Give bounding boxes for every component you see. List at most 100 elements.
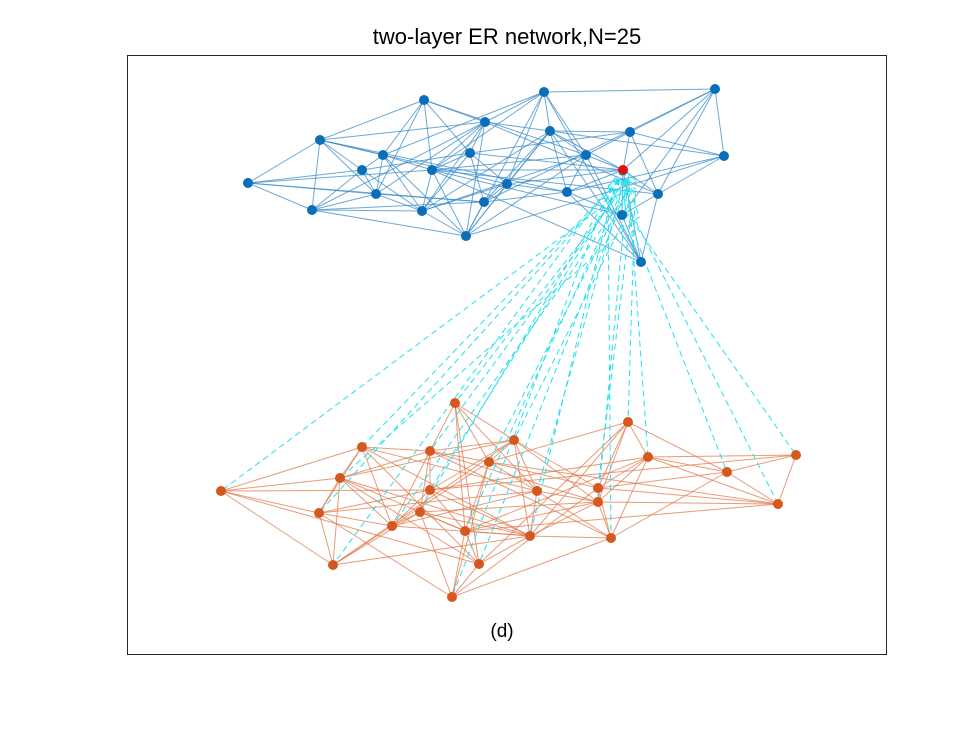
edge bbox=[483, 130, 551, 203]
edge bbox=[421, 169, 433, 212]
edge bbox=[597, 456, 649, 503]
edge bbox=[375, 99, 425, 195]
edge bbox=[566, 191, 642, 263]
edge bbox=[332, 535, 531, 566]
edge bbox=[431, 169, 623, 216]
edge bbox=[429, 456, 649, 491]
edge bbox=[247, 139, 321, 184]
interlayer-link bbox=[332, 182, 613, 566]
edge bbox=[361, 446, 431, 452]
lower-node bbox=[532, 486, 542, 496]
edge bbox=[391, 490, 538, 527]
lower-node bbox=[425, 485, 435, 495]
lower-node bbox=[335, 473, 345, 483]
interlayer-link bbox=[220, 180, 638, 492]
edge bbox=[429, 489, 466, 532]
lower-node bbox=[425, 446, 435, 456]
edge bbox=[220, 489, 431, 492]
edge bbox=[529, 535, 612, 539]
lower-node bbox=[773, 499, 783, 509]
edge bbox=[726, 471, 779, 505]
edge bbox=[484, 91, 545, 123]
edge bbox=[375, 154, 384, 195]
interlayer-link bbox=[627, 189, 636, 423]
edge bbox=[543, 88, 716, 93]
caption: (d) bbox=[490, 621, 513, 642]
edge bbox=[629, 131, 659, 195]
edge bbox=[622, 88, 716, 171]
edge bbox=[419, 501, 599, 513]
edge bbox=[597, 501, 779, 505]
edge bbox=[529, 490, 538, 537]
edge bbox=[454, 402, 490, 463]
edge bbox=[311, 209, 423, 212]
edge bbox=[621, 193, 659, 216]
edge bbox=[421, 121, 486, 212]
interlayer-link bbox=[429, 199, 615, 452]
lower-node bbox=[525, 531, 535, 541]
upper-node bbox=[315, 135, 325, 145]
edge bbox=[585, 154, 624, 171]
upper-node bbox=[653, 189, 663, 199]
edge bbox=[451, 487, 599, 598]
edge bbox=[419, 450, 431, 513]
interlayer-link bbox=[536, 196, 621, 492]
edge bbox=[431, 152, 471, 171]
edge bbox=[469, 131, 631, 154]
upper-node bbox=[427, 165, 437, 175]
interlayer-link bbox=[607, 204, 612, 539]
upper-node bbox=[617, 210, 627, 220]
edge bbox=[319, 139, 363, 171]
interlayer-link bbox=[597, 214, 632, 489]
edge bbox=[621, 214, 642, 263]
edge bbox=[431, 121, 486, 171]
edge bbox=[311, 209, 467, 237]
edge bbox=[627, 421, 728, 473]
edge bbox=[647, 456, 728, 473]
upper-node bbox=[419, 95, 429, 105]
edge bbox=[597, 487, 612, 539]
upper-node bbox=[502, 179, 512, 189]
upper-node bbox=[378, 150, 388, 160]
lower-node bbox=[474, 559, 484, 569]
edge bbox=[484, 121, 551, 132]
lower-node bbox=[447, 592, 457, 602]
edge bbox=[622, 169, 659, 195]
edge bbox=[566, 154, 587, 193]
lower-node bbox=[623, 417, 633, 427]
edge bbox=[513, 439, 599, 489]
edge bbox=[469, 152, 485, 203]
edge bbox=[382, 154, 467, 237]
upper-node bbox=[719, 151, 729, 161]
edge bbox=[777, 454, 797, 505]
upper-node bbox=[636, 257, 646, 267]
edge bbox=[319, 139, 377, 195]
edge bbox=[419, 511, 531, 537]
edge bbox=[361, 446, 531, 537]
upper-node bbox=[357, 165, 367, 175]
edge bbox=[488, 461, 779, 505]
edge bbox=[318, 490, 538, 514]
edge bbox=[311, 121, 486, 211]
lower-node bbox=[606, 533, 616, 543]
edge bbox=[543, 91, 551, 132]
highlighted-node bbox=[618, 165, 628, 175]
edge bbox=[247, 169, 363, 184]
edge bbox=[549, 130, 642, 263]
interlayer-link bbox=[628, 190, 649, 458]
edge bbox=[421, 130, 551, 212]
lower-node bbox=[593, 497, 603, 507]
edge bbox=[610, 471, 728, 539]
edge bbox=[220, 446, 363, 492]
edge bbox=[714, 88, 725, 157]
edge bbox=[543, 91, 587, 156]
interlayer-link bbox=[622, 194, 779, 505]
edge bbox=[421, 152, 471, 212]
edge bbox=[469, 152, 508, 185]
edge bbox=[319, 121, 486, 141]
edge bbox=[361, 446, 393, 527]
upper-node bbox=[710, 84, 720, 94]
edge bbox=[339, 477, 480, 565]
interlayer-link bbox=[602, 169, 624, 208]
upper-node bbox=[545, 126, 555, 136]
